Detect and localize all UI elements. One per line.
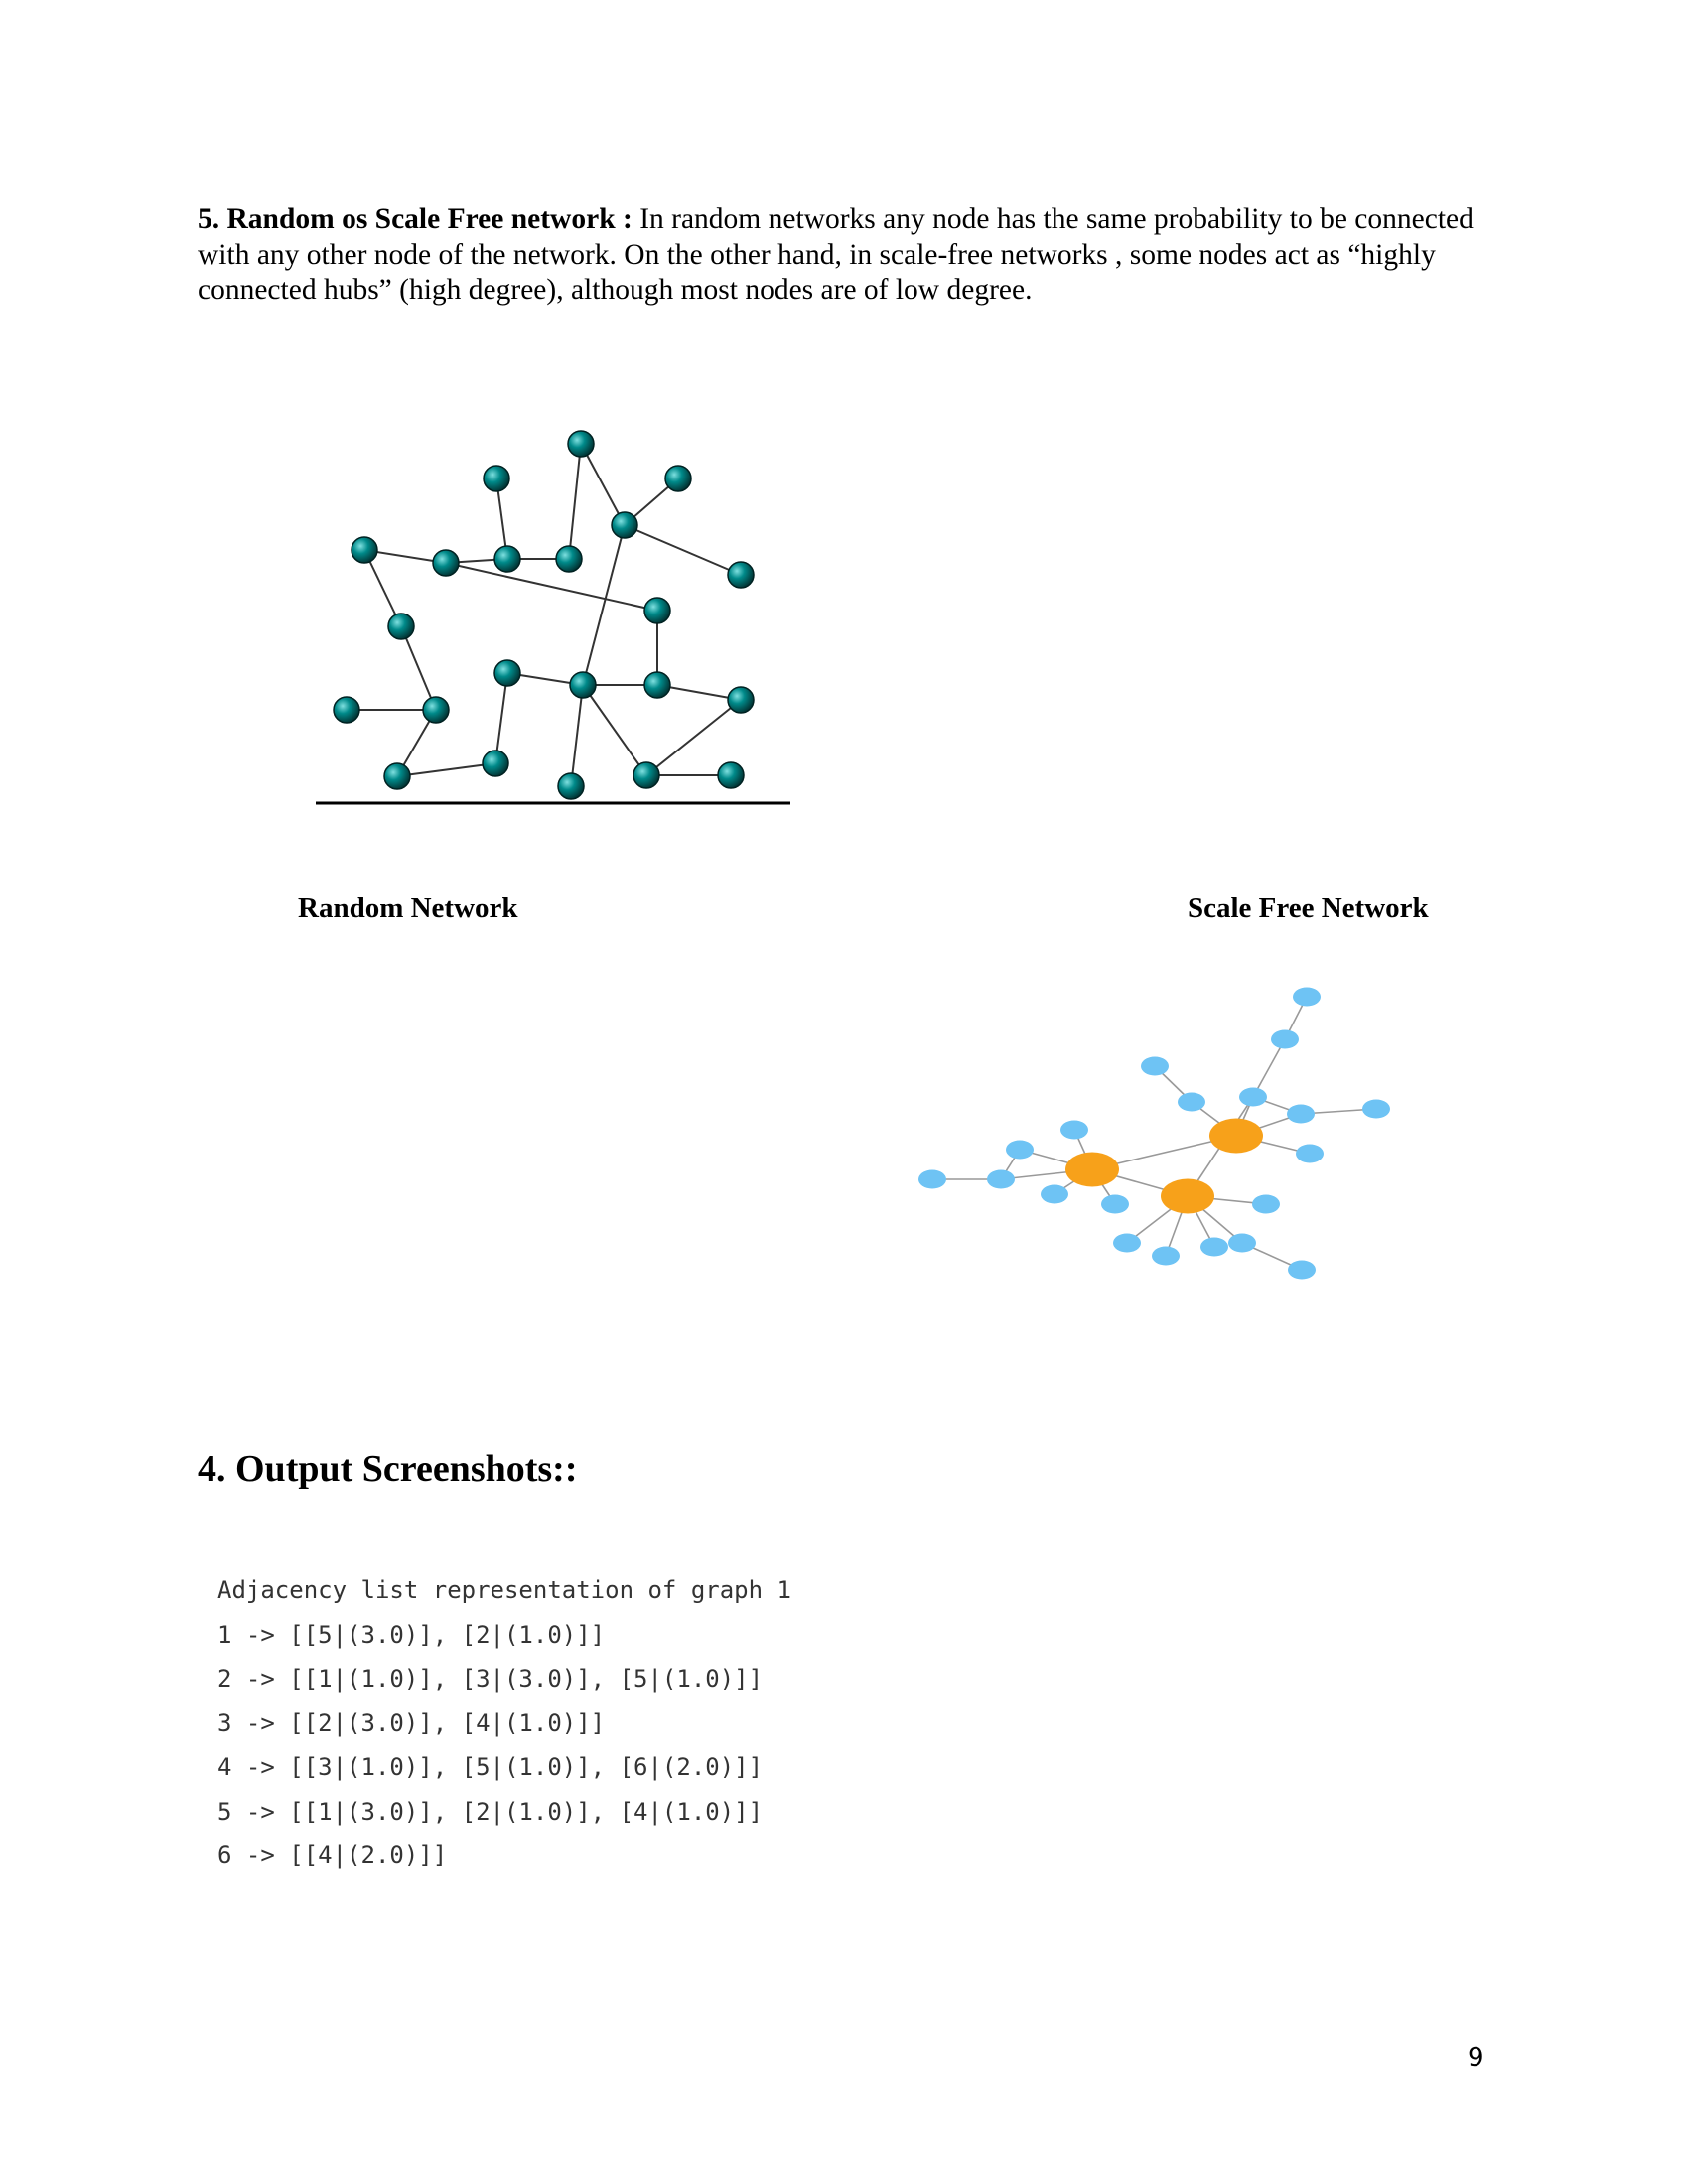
leaf-node xyxy=(1101,1194,1129,1214)
leaf-node xyxy=(987,1169,1015,1189)
scale-free-network-edges xyxy=(932,996,1377,1271)
network-edge xyxy=(580,443,626,526)
network-node xyxy=(727,686,755,714)
network-node xyxy=(387,613,415,640)
section-paragraph: 5. Random os Scale Free network : In ran… xyxy=(198,203,1488,309)
network-node xyxy=(432,549,460,577)
network-edge xyxy=(363,549,402,627)
network-node xyxy=(569,671,597,699)
network-node xyxy=(493,545,521,573)
hub-node xyxy=(1209,1118,1263,1154)
network-edge xyxy=(396,762,496,777)
output-line: 5 -> [[1|(3.0)], [2|(1.0)], [4|(1.0)]] xyxy=(217,1797,764,1826)
network-node xyxy=(717,761,745,789)
leaf-node xyxy=(1252,1194,1280,1214)
network-edge xyxy=(624,524,742,576)
leaf-node xyxy=(1141,1056,1169,1076)
network-node xyxy=(333,696,360,724)
network-node xyxy=(567,430,595,458)
leaf-node xyxy=(1288,1260,1316,1280)
network-node xyxy=(555,545,583,573)
output-line: 1 -> [[5|(3.0)], [2|(1.0)]] xyxy=(217,1620,606,1649)
scale-free-network-nodes xyxy=(918,987,1390,1280)
network-node xyxy=(422,696,450,724)
network-node xyxy=(643,671,671,699)
leaf-node xyxy=(1060,1120,1088,1140)
leaf-node xyxy=(1293,987,1321,1007)
network-edge xyxy=(656,684,742,701)
output-line: 4 -> [[3|(1.0)], [5|(1.0)], [6|(2.0)]] xyxy=(217,1753,764,1781)
output-line: Adjacency list representation of graph 1 xyxy=(217,1576,791,1604)
leaf-node xyxy=(1113,1233,1141,1253)
leaf-node xyxy=(1200,1237,1228,1257)
network-edge xyxy=(582,684,647,776)
network-edge xyxy=(570,684,584,787)
leaf-node xyxy=(1041,1184,1068,1204)
random-network-caption: Random Network xyxy=(298,892,518,924)
scale-free-network-caption: Scale Free Network xyxy=(1188,892,1429,924)
page-number: 9 xyxy=(1468,2043,1484,2073)
network-node xyxy=(482,750,509,777)
leaf-node xyxy=(1296,1144,1324,1163)
leaf-node xyxy=(1362,1099,1390,1119)
network-edge xyxy=(1252,1038,1286,1098)
network-node xyxy=(351,536,378,564)
network-node xyxy=(643,597,671,624)
network-node xyxy=(611,511,638,539)
output-heading: 4. Output Screenshots:: xyxy=(198,1448,578,1490)
network-edge xyxy=(568,443,582,560)
leaf-node xyxy=(1228,1233,1256,1253)
adjacency-list-output: Adjacency list representation of graph 1… xyxy=(217,1569,791,1878)
network-node xyxy=(633,761,660,789)
hub-node xyxy=(1065,1152,1119,1187)
leaf-node xyxy=(1287,1104,1315,1124)
hub-node xyxy=(1161,1178,1214,1214)
leaf-node xyxy=(1178,1092,1205,1112)
network-node xyxy=(383,762,411,790)
random-network-nodes xyxy=(333,430,755,800)
section-body: In random networks any node has the same… xyxy=(198,204,1474,306)
network-edge xyxy=(494,672,508,764)
output-line: 2 -> [[1|(1.0)], [3|(3.0)], [5|(1.0)]] xyxy=(217,1665,764,1693)
leaf-node xyxy=(1152,1246,1180,1266)
network-edge xyxy=(363,549,447,564)
leaf-node xyxy=(1006,1140,1034,1160)
scale-free-network-diagram xyxy=(918,987,1390,1280)
leaf-node xyxy=(918,1169,946,1189)
network-edge xyxy=(445,562,658,612)
network-edge xyxy=(400,625,437,711)
random-network-diagram xyxy=(316,430,790,805)
network-node xyxy=(483,465,510,492)
output-line: 6 -> [[4|(2.0)]] xyxy=(217,1842,448,1869)
leaf-node xyxy=(1239,1087,1267,1107)
network-edge xyxy=(645,699,742,776)
network-node xyxy=(493,659,521,687)
network-node xyxy=(664,465,692,492)
section-lead: 5. Random os Scale Free network : xyxy=(198,204,633,235)
network-node xyxy=(557,772,585,800)
network-edge xyxy=(582,524,626,686)
leaf-node xyxy=(1271,1029,1299,1049)
output-line: 3 -> [[2|(3.0)], [4|(1.0)]] xyxy=(217,1708,606,1737)
network-node xyxy=(727,561,755,589)
